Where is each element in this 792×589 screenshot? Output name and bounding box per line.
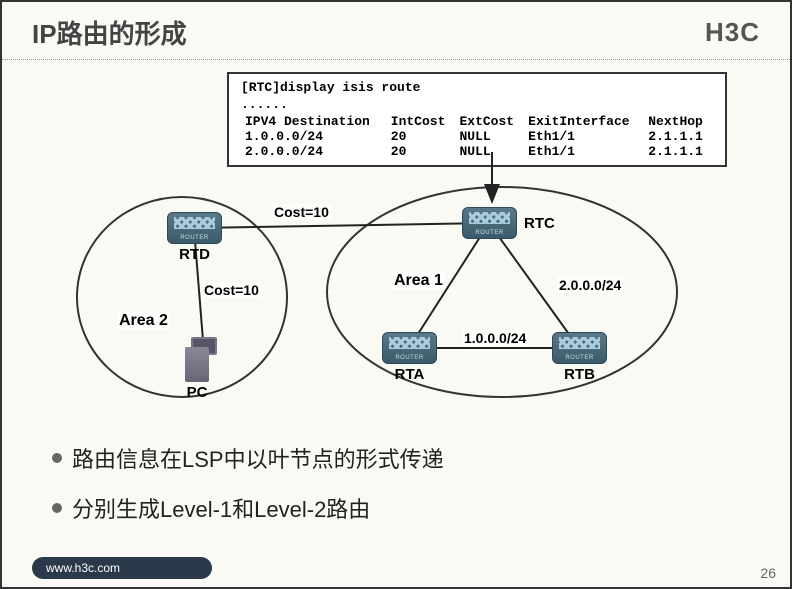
node-label: RTB bbox=[552, 366, 607, 383]
node-label: PC bbox=[177, 384, 217, 401]
bullet-dot-icon bbox=[52, 453, 62, 463]
router-icon bbox=[382, 332, 437, 364]
footer-url-bar: www.h3c.com bbox=[32, 557, 212, 579]
table-header: ExitInterface bbox=[524, 114, 644, 129]
slide-number: 26 bbox=[760, 565, 776, 581]
rtb-node: RTB bbox=[552, 332, 607, 383]
rtd-node: RTD bbox=[167, 212, 222, 263]
router-icon bbox=[552, 332, 607, 364]
node-label: RTD bbox=[167, 246, 222, 263]
edge-label: Cost=10 bbox=[272, 204, 331, 220]
area-label: Area 2 bbox=[117, 312, 170, 330]
node-label: RTA bbox=[382, 366, 437, 383]
bullet-text: 分别生成Level-1和Level-2路由 bbox=[72, 492, 370, 524]
table-header: IntCost bbox=[387, 114, 456, 129]
logo: H3C bbox=[705, 17, 760, 48]
header: IP路由的形成 H3C bbox=[2, 2, 790, 60]
edge-label: 2.0.0.0/24 bbox=[557, 277, 623, 293]
edge-label: Cost=10 bbox=[202, 282, 261, 298]
slide: IP路由的形成 H3C [RTC]display isis route ....… bbox=[2, 2, 790, 587]
rta-node: RTA bbox=[382, 332, 437, 383]
footer-url: www.h3c.com bbox=[46, 561, 120, 575]
bullet-item: 分别生成Level-1和Level-2路由 bbox=[52, 492, 732, 524]
route-command: [RTC]display isis route bbox=[241, 80, 713, 95]
table-header: NextHop bbox=[644, 114, 713, 129]
bullet-text: 路由信息在LSP中以叶节点的形式传递 bbox=[72, 442, 444, 474]
table-cell: Eth1/1 bbox=[524, 129, 644, 144]
bullet-item: 路由信息在LSP中以叶节点的形式传递 bbox=[52, 442, 732, 474]
table-header: ExtCost bbox=[455, 114, 524, 129]
router-icon bbox=[462, 207, 517, 239]
rtc-node: RTC bbox=[462, 207, 517, 239]
table-row: 1.0.0.0/2420NULLEth1/12.1.1.1 bbox=[241, 129, 713, 144]
bullet-dot-icon bbox=[52, 503, 62, 513]
bullet-list: 路由信息在LSP中以叶节点的形式传递 分别生成Level-1和Level-2路由 bbox=[52, 442, 732, 542]
pc-icon bbox=[177, 337, 217, 382]
table-cell: 20 bbox=[387, 129, 456, 144]
table-cell: 1.0.0.0/24 bbox=[241, 129, 387, 144]
area-label: Area 1 bbox=[392, 272, 445, 290]
edge-label: 1.0.0.0/24 bbox=[462, 330, 528, 346]
table-header: IPV4 Destination bbox=[241, 114, 387, 129]
pc-node: PC bbox=[177, 337, 217, 401]
route-dots: ...... bbox=[241, 97, 713, 112]
page-title: IP路由的形成 bbox=[32, 14, 187, 51]
table-cell: NULL bbox=[455, 129, 524, 144]
table-cell: 2.1.1.1 bbox=[644, 129, 713, 144]
node-label: RTC bbox=[524, 215, 555, 232]
router-icon bbox=[167, 212, 222, 244]
network-diagram: RTD PC RTC RTA RTB Cost=10 Cost=10 2.0.0.0/24 1… bbox=[62, 152, 732, 422]
